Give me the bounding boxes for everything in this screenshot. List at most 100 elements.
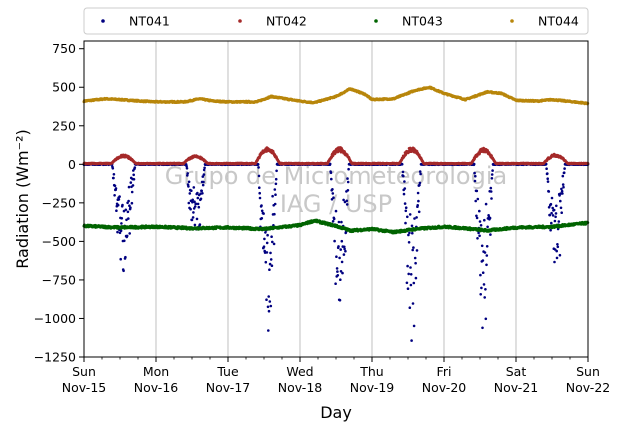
- point-nt041: [484, 317, 488, 321]
- point-nt041: [547, 206, 551, 209]
- point-nt041: [403, 180, 406, 183]
- point-nt041: [334, 209, 338, 213]
- point-nt041: [271, 240, 274, 244]
- point-nt041: [413, 217, 416, 220]
- point-nt041: [114, 187, 118, 190]
- point-nt041: [406, 287, 410, 291]
- point-nt041: [127, 217, 130, 220]
- point-nt041: [479, 224, 483, 227]
- point-nt041: [474, 174, 477, 178]
- point-nt041: [340, 239, 344, 243]
- point-nt041: [192, 186, 196, 189]
- point-nt041: [199, 197, 203, 201]
- point-nt041: [418, 183, 421, 187]
- point-nt041: [485, 245, 489, 248]
- point-nt041: [263, 237, 266, 241]
- point-nt041: [409, 283, 413, 287]
- point-nt041: [347, 167, 350, 171]
- point-nt041: [267, 295, 271, 298]
- point-nt041: [490, 197, 493, 200]
- point-nt041: [550, 221, 553, 225]
- point-nt041: [410, 224, 414, 228]
- point-nt041: [335, 267, 339, 270]
- point-nt041: [267, 309, 271, 313]
- point-nt041: [268, 300, 272, 303]
- point-nt041: [481, 271, 485, 275]
- point-nt041: [411, 248, 415, 252]
- series-nt042: [82, 146, 590, 166]
- point-nt041: [554, 212, 558, 215]
- point-nt041: [191, 198, 194, 202]
- point-nt041: [412, 324, 416, 328]
- point-nt041: [274, 182, 278, 186]
- point-nt041: [344, 249, 347, 253]
- point-nt041: [264, 231, 267, 234]
- point-nt041: [133, 166, 137, 169]
- point-nt041: [554, 215, 557, 219]
- watermark: Grupo de Micrometeorologia IAG / USP: [165, 162, 507, 218]
- point-nt041: [336, 270, 339, 273]
- point-nt041: [337, 220, 341, 224]
- point-nt041: [118, 195, 121, 198]
- point-nt041: [559, 206, 563, 210]
- point-nt041: [552, 208, 556, 212]
- point-nt041: [339, 278, 342, 282]
- point-nt041: [551, 206, 554, 210]
- point-nt041: [340, 260, 344, 264]
- point-nt041: [122, 269, 125, 273]
- point-nt041: [273, 202, 277, 206]
- point-nt041: [275, 169, 278, 173]
- point-nt041: [488, 216, 492, 220]
- point-nt041: [131, 184, 135, 187]
- point-nt041: [481, 259, 485, 262]
- point-nt041: [346, 189, 350, 192]
- point-nt041: [553, 219, 557, 223]
- point-nt041: [125, 234, 129, 238]
- point-nt041: [116, 203, 120, 207]
- point-nt041: [338, 256, 341, 260]
- point-nt041: [401, 170, 405, 174]
- point-nt041: [188, 192, 192, 195]
- point-nt041: [331, 192, 335, 195]
- point-nt041: [120, 217, 124, 220]
- point-nt041: [345, 203, 349, 206]
- point-nt041: [484, 288, 487, 291]
- point-nt041: [265, 241, 269, 245]
- point-nt041: [490, 173, 494, 176]
- point-nt041: [557, 220, 561, 223]
- point-nt041: [346, 180, 350, 184]
- point-nt041: [262, 212, 265, 215]
- point-nt041: [474, 199, 478, 203]
- point-nt041: [331, 220, 335, 223]
- point-nt041: [555, 256, 559, 260]
- point-nt041: [549, 202, 553, 206]
- point-nt041: [202, 168, 206, 172]
- point-nt041: [186, 174, 189, 177]
- point-nt041: [343, 247, 346, 251]
- point-nt041: [127, 185, 131, 189]
- point-nt041: [560, 187, 563, 191]
- point-nt042: [331, 154, 335, 157]
- point-nt041: [268, 268, 271, 272]
- point-nt041: [337, 245, 340, 248]
- point-nt041: [411, 302, 415, 305]
- point-nt041: [192, 211, 195, 214]
- point-nt041: [561, 183, 565, 186]
- point-nt041: [553, 260, 556, 264]
- point-nt041: [112, 176, 115, 180]
- watermark-line-2: IAG / USP: [280, 190, 392, 218]
- point-nt041: [478, 209, 481, 213]
- point-nt041: [335, 255, 338, 258]
- point-nt041: [490, 177, 494, 180]
- point-nt041: [346, 177, 349, 180]
- point-nt041: [260, 217, 264, 220]
- point-nt041: [185, 164, 188, 168]
- point-nt041: [258, 196, 262, 200]
- point-nt041: [483, 218, 486, 222]
- point-nt041: [113, 194, 116, 197]
- point-nt041: [415, 216, 418, 219]
- point-nt041: [331, 188, 334, 191]
- point-nt041: [556, 245, 560, 249]
- point-nt041: [485, 254, 489, 257]
